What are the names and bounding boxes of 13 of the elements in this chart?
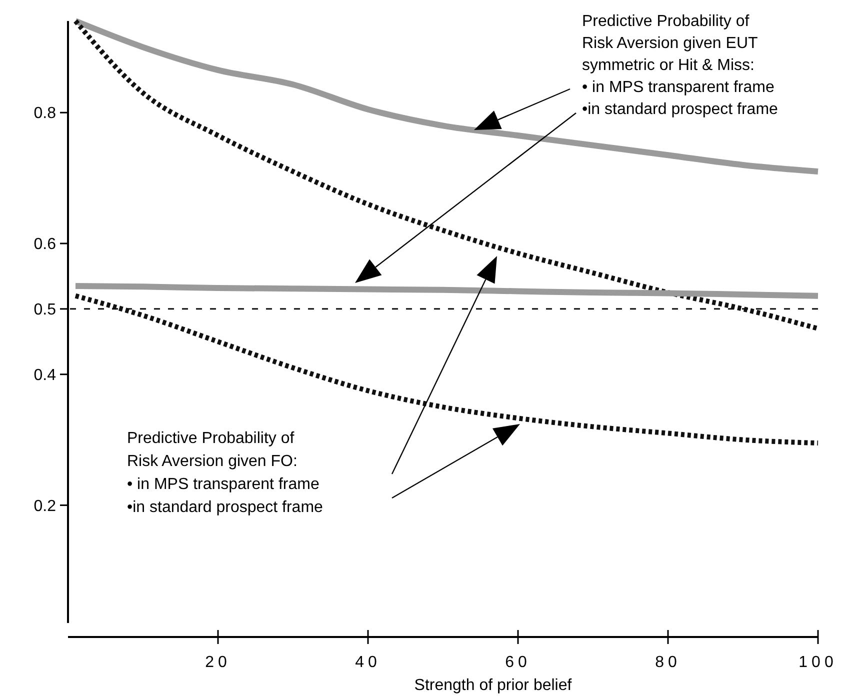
x-tick-label: 40 — [355, 654, 381, 671]
y-tick-label: 0.8 — [34, 105, 56, 122]
x-tick-label: 100 — [798, 654, 838, 671]
annotation: Predictive Probability of Risk Aversion given FO: • in MPS transparent frame •in standard prospect frame — [127, 430, 324, 516]
annotation: Predictive Probability of Risk Aversion given EUT symmetric or Hit & Miss: • in MPS transparent frame •in standard prospect frame — [582, 13, 778, 118]
x-tick-label: 80 — [655, 654, 681, 671]
y-tick-label: 0.6 — [34, 236, 56, 254]
y-tick-label: 0.2 — [34, 498, 56, 515]
y-tick-label: 0.4 — [34, 366, 56, 384]
x-axis-title: Strength of prior belief — [414, 677, 572, 694]
x-tick-label: 60 — [505, 654, 531, 671]
x-tick-label: 20 — [205, 654, 231, 671]
y-tick-label: 0.5 — [34, 302, 56, 319]
